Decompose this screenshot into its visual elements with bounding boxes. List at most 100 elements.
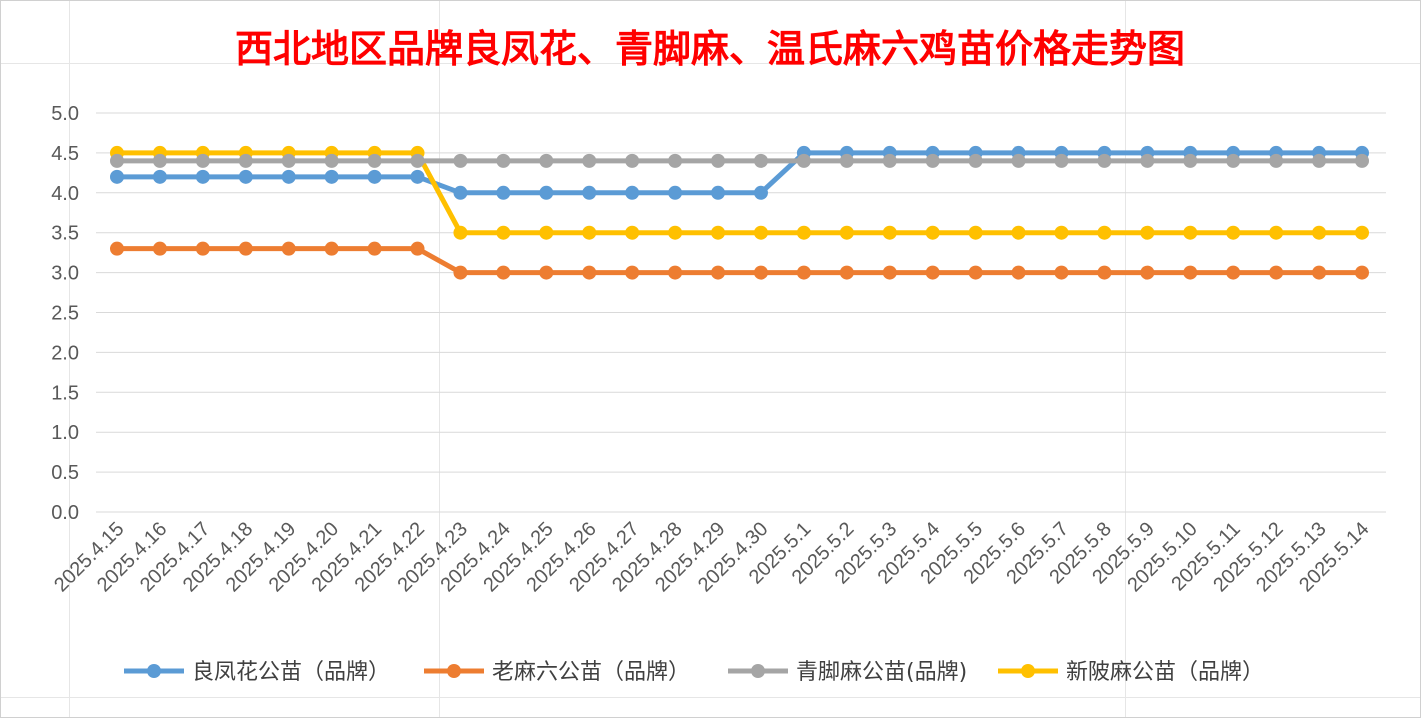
data-point bbox=[367, 241, 382, 256]
data-point bbox=[238, 153, 253, 168]
data-point bbox=[1011, 225, 1026, 240]
legend-swatch-marker bbox=[1021, 664, 1035, 678]
legend-label: 新陂麻公苗（品牌） bbox=[1066, 660, 1264, 685]
data-point bbox=[968, 225, 983, 240]
legend-label: 良凤花公苗（品牌） bbox=[192, 660, 390, 685]
data-point bbox=[1312, 265, 1327, 280]
data-point bbox=[711, 153, 726, 168]
data-point bbox=[796, 225, 811, 240]
legend-swatch-marker bbox=[147, 664, 161, 678]
data-point bbox=[281, 241, 296, 256]
series-group bbox=[110, 241, 1369, 280]
legend-item: 老麻六公苗（品牌） bbox=[424, 660, 690, 685]
data-point bbox=[110, 169, 124, 184]
data-point bbox=[195, 169, 210, 184]
data-point bbox=[753, 225, 768, 240]
y-tick-label: 1.5 bbox=[51, 382, 79, 404]
data-point bbox=[1097, 153, 1112, 168]
data-point bbox=[1226, 153, 1241, 168]
data-point bbox=[796, 265, 811, 280]
data-point bbox=[1226, 225, 1241, 240]
data-point bbox=[753, 185, 768, 200]
data-point bbox=[625, 185, 640, 200]
legend-swatch-marker bbox=[751, 664, 765, 678]
data-point bbox=[711, 185, 726, 200]
data-point bbox=[625, 225, 640, 240]
data-point bbox=[711, 225, 726, 240]
sheet-gridline bbox=[1125, 1, 1126, 717]
data-point bbox=[1355, 225, 1369, 240]
data-point bbox=[238, 241, 253, 256]
data-point bbox=[753, 265, 768, 280]
series-line bbox=[114, 150, 1365, 236]
y-tick-label: 5.0 bbox=[51, 103, 79, 125]
data-point bbox=[367, 169, 382, 184]
data-point bbox=[324, 241, 339, 256]
legend: 良凤花公苗（品牌） 老麻六公苗（品牌） 青脚麻公苗(品牌) 新陂麻公苗（品牌） bbox=[124, 660, 1264, 685]
data-point bbox=[882, 265, 897, 280]
data-point bbox=[582, 153, 597, 168]
data-point bbox=[925, 153, 940, 168]
data-point bbox=[1140, 153, 1155, 168]
data-point bbox=[582, 185, 597, 200]
y-tick-label: 0.0 bbox=[51, 502, 79, 524]
data-point bbox=[1269, 153, 1284, 168]
data-point bbox=[410, 153, 425, 168]
y-axis-ticks: 0.0 0.5 1.0 1.5 2.0 2.5 3.0 3.5 4.0 4.5 5.0 bbox=[51, 103, 79, 524]
data-point bbox=[1054, 225, 1069, 240]
data-point bbox=[1140, 265, 1155, 280]
data-point bbox=[453, 225, 468, 240]
data-point bbox=[195, 241, 210, 256]
data-point bbox=[668, 185, 683, 200]
series-group bbox=[110, 145, 1369, 240]
data-point bbox=[453, 265, 468, 280]
data-point bbox=[195, 153, 210, 168]
data-point bbox=[968, 265, 983, 280]
sheet-gridline bbox=[1, 63, 1420, 64]
data-point bbox=[110, 241, 124, 256]
data-point bbox=[1097, 265, 1112, 280]
data-point bbox=[1269, 225, 1284, 240]
legend-item: 新陂麻公苗（品牌） bbox=[998, 660, 1264, 685]
data-point bbox=[1312, 153, 1327, 168]
data-point bbox=[152, 241, 167, 256]
data-point bbox=[839, 265, 854, 280]
data-point bbox=[152, 153, 167, 168]
data-point bbox=[1183, 153, 1198, 168]
data-point bbox=[882, 153, 897, 168]
data-point bbox=[753, 153, 768, 168]
data-point bbox=[110, 153, 124, 168]
data-point bbox=[1097, 225, 1112, 240]
data-point bbox=[496, 185, 511, 200]
data-point bbox=[367, 153, 382, 168]
legend-item: 良凤花公苗（品牌） bbox=[124, 660, 390, 685]
data-point bbox=[410, 169, 425, 184]
y-tick-label: 1.0 bbox=[51, 422, 79, 444]
data-point bbox=[453, 185, 468, 200]
data-point bbox=[1054, 153, 1069, 168]
data-point bbox=[668, 265, 683, 280]
series-line bbox=[114, 246, 1365, 276]
data-point bbox=[796, 153, 811, 168]
data-point bbox=[410, 241, 425, 256]
data-point bbox=[925, 225, 940, 240]
data-point bbox=[925, 265, 940, 280]
data-point bbox=[1312, 225, 1327, 240]
data-point bbox=[1140, 225, 1155, 240]
data-point bbox=[539, 265, 554, 280]
data-point bbox=[668, 153, 683, 168]
data-point bbox=[582, 265, 597, 280]
data-point bbox=[839, 153, 854, 168]
x-axis-ticks: 2025.4.152025.4.162025.4.172025.4.182025… bbox=[50, 518, 1373, 596]
data-point bbox=[582, 225, 597, 240]
data-point bbox=[1269, 265, 1284, 280]
legend-swatch-marker bbox=[447, 664, 461, 678]
data-point bbox=[1355, 153, 1369, 168]
data-point bbox=[496, 153, 511, 168]
data-point bbox=[839, 225, 854, 240]
legend-item: 青脚麻公苗(品牌) bbox=[728, 660, 967, 685]
data-point bbox=[453, 153, 468, 168]
data-point bbox=[496, 265, 511, 280]
sheet-gridline bbox=[1, 697, 1420, 698]
